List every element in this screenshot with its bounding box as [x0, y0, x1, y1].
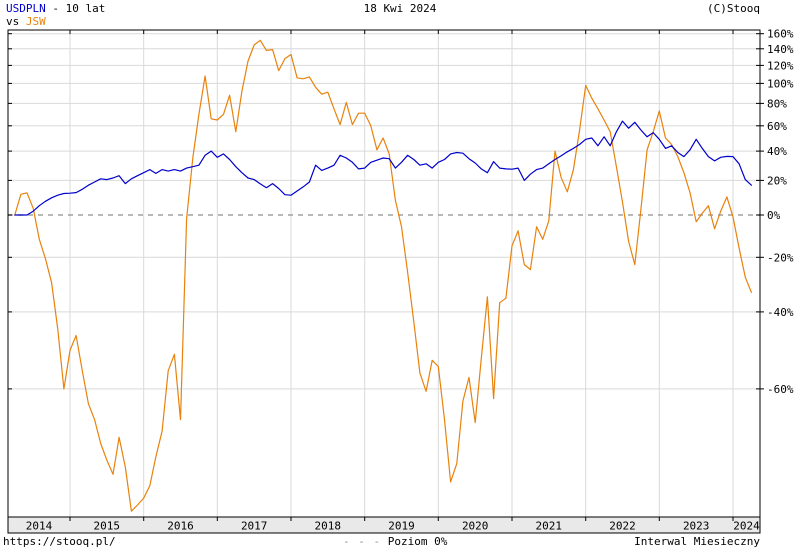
copyright-label: (C)Stooq [707, 2, 760, 15]
chart-title: USDPLN - 10 lat [6, 2, 105, 15]
zero-level-legend: - - - Poziom 0% [343, 535, 447, 548]
svg-text:40%: 40% [767, 145, 787, 158]
svg-text:2021: 2021 [536, 520, 563, 533]
svg-text:2024: 2024 [733, 520, 760, 533]
svg-text:2014: 2014 [26, 520, 53, 533]
svg-text:140%: 140% [767, 43, 794, 56]
svg-text:-20%: -20% [767, 251, 794, 264]
svg-text:120%: 120% [767, 59, 794, 72]
svg-text:2020: 2020 [462, 520, 489, 533]
primary-symbol-label: USDPLN [6, 2, 46, 15]
svg-text:0%: 0% [767, 209, 781, 222]
svg-text:2018: 2018 [315, 520, 342, 533]
svg-text:160%: 160% [767, 28, 794, 41]
interval-label: Interwal Miesieczny [634, 535, 760, 548]
compare-symbol-label: JSW [25, 15, 46, 28]
chart-date-label: 18 Kwi 2024 [363, 2, 437, 15]
svg-text:20%: 20% [767, 174, 787, 187]
svg-text:2023: 2023 [683, 520, 710, 533]
svg-text:2015: 2015 [94, 520, 121, 533]
svg-text:2019: 2019 [388, 520, 415, 533]
svg-text:80%: 80% [767, 97, 787, 110]
stooq-url-link[interactable]: https://stooq.pl/ [3, 535, 116, 548]
vs-label: vs [6, 15, 20, 28]
svg-text:2017: 2017 [241, 520, 268, 533]
svg-text:100%: 100% [767, 77, 794, 90]
title-suffix: - 10 lat [52, 2, 106, 15]
svg-text:-60%: -60% [767, 383, 794, 396]
zero-legend-label: Poziom 0% [387, 535, 448, 548]
svg-text:2016: 2016 [167, 520, 194, 533]
svg-text:2022: 2022 [609, 520, 636, 533]
svg-text:60%: 60% [767, 120, 787, 133]
footer: https://stooq.pl/ - - - Poziom 0% Interw… [0, 535, 800, 550]
zero-dash-icon: - - - [343, 535, 382, 548]
compare-line: vs JSW [6, 15, 46, 28]
svg-text:-40%: -40% [767, 306, 794, 319]
